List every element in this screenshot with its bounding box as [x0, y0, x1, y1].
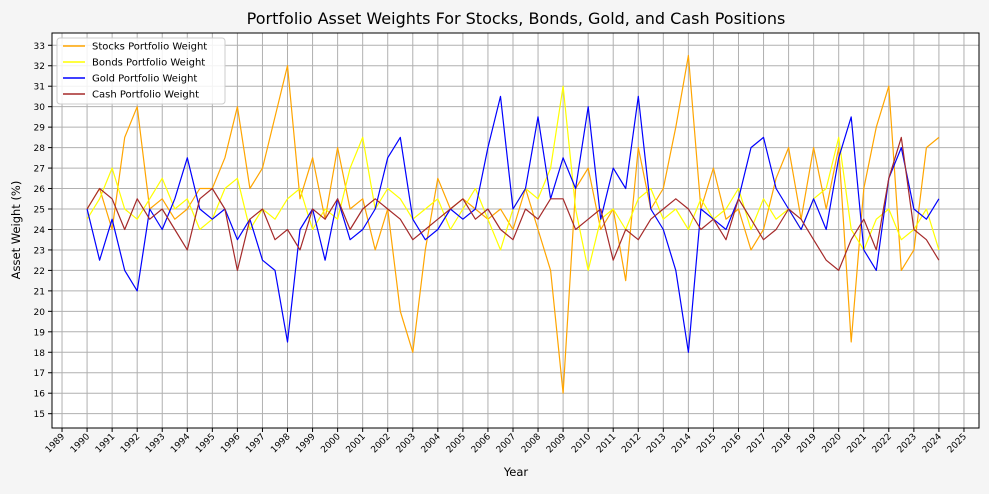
- y-tick-label: 20: [34, 308, 46, 318]
- series-line-1: [86, 54, 940, 394]
- y-tick-label: 29: [34, 124, 46, 134]
- y-tick-label: 23: [34, 246, 45, 256]
- y-tick-label: 31: [34, 83, 45, 93]
- series-line-3: [86, 95, 940, 353]
- y-tick-label: 17: [34, 369, 45, 379]
- y-tick-label: 30: [34, 103, 46, 113]
- y-tick-label: 24: [34, 226, 46, 236]
- y-tick-label: 27: [34, 165, 45, 175]
- y-tick-label: 18: [34, 349, 46, 359]
- y-tick-label: 28: [34, 144, 46, 154]
- legend: Stocks Portfolio Weight Bonds Portfolio W…: [56, 37, 226, 105]
- y-tick-label: 16: [34, 390, 46, 400]
- legend-items: Stocks Portfolio Weight Bonds Portfolio W…: [63, 42, 207, 101]
- legend-label: Stocks Portfolio Weight: [92, 42, 207, 53]
- legend-box: [56, 37, 226, 105]
- y-tick-label: 15: [34, 410, 45, 420]
- y-tick-label: 21: [34, 287, 45, 297]
- plot-frame: [51, 32, 980, 429]
- y-tick-label: 32: [34, 62, 45, 72]
- y-axis-label: Asset Weight (%): [9, 181, 23, 280]
- y-axis-ticks: 15 16 17 18 19 20 21 22 23 24 25 26 27 28 29 30 31 32 33: [34, 42, 52, 420]
- y-tick-label: 25: [34, 206, 45, 216]
- y-tick-label: 26: [34, 185, 46, 195]
- y-tick-label: 19: [34, 328, 46, 338]
- chart-title: Portfolio Asset Weights For Stocks, Bond…: [247, 9, 786, 28]
- series-line-4: [86, 136, 940, 271]
- y-tick-label: 22: [34, 267, 45, 277]
- series-lines: [86, 54, 940, 394]
- y-tick-label: 33: [34, 42, 45, 52]
- legend-label: Bonds Portfolio Weight: [92, 58, 205, 69]
- legend-label: Cash Portfolio Weight: [92, 90, 199, 101]
- legend-label: Gold Portfolio Weight: [92, 74, 197, 85]
- x-axis-label: Year: [503, 465, 529, 479]
